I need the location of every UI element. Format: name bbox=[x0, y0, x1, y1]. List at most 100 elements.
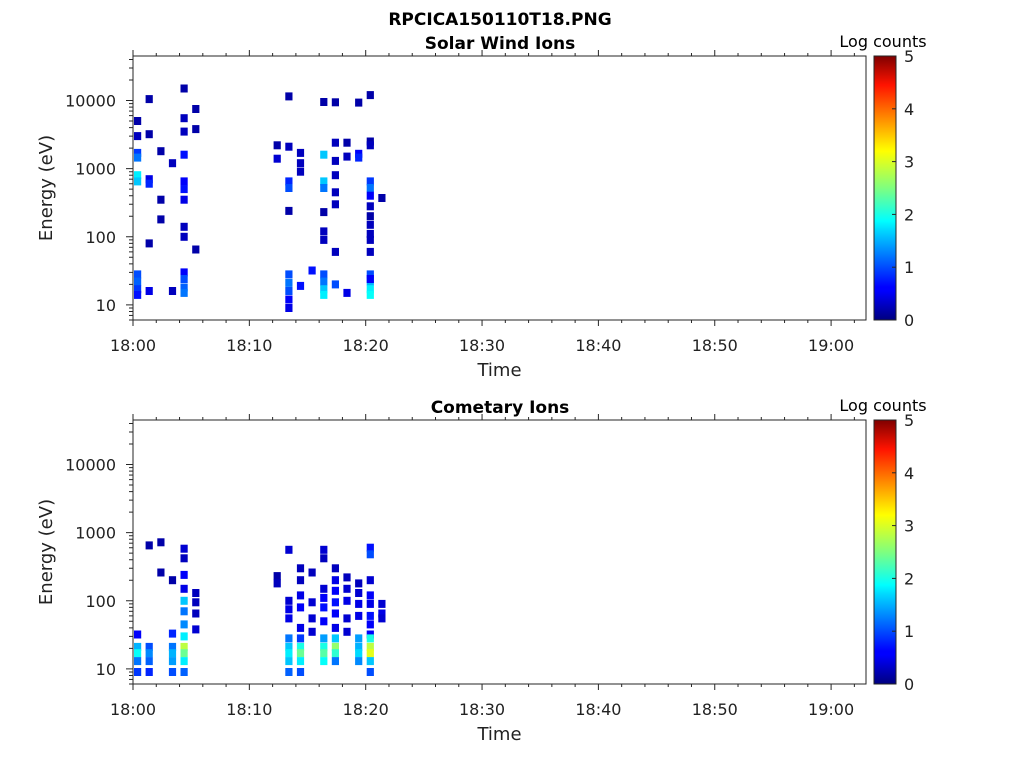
heatmap-cell bbox=[296, 657, 305, 666]
heatmap-cell bbox=[366, 576, 374, 585]
heatmap-cell bbox=[355, 611, 363, 620]
heatmap-cell bbox=[285, 270, 293, 279]
heatmap-cell bbox=[320, 649, 328, 658]
heatmap-cell bbox=[134, 171, 142, 180]
heatmap-cell bbox=[273, 572, 281, 581]
heatmap-cell bbox=[343, 138, 351, 147]
heatmap-cell bbox=[180, 84, 188, 93]
y-tick-label: 10000 bbox=[65, 456, 116, 475]
heatmap-cell bbox=[366, 290, 374, 299]
heatmap-cell bbox=[320, 634, 328, 643]
y-tick-label: 1000 bbox=[75, 160, 116, 179]
heatmap-cell bbox=[331, 586, 339, 595]
heatmap-cell bbox=[157, 147, 165, 156]
heatmap-cell bbox=[145, 649, 153, 658]
y-tick-label: 100 bbox=[85, 592, 116, 611]
heatmap-cell bbox=[134, 132, 142, 141]
heatmap-cell bbox=[355, 599, 363, 608]
heatmap-cell bbox=[296, 159, 305, 168]
heatmap-cell bbox=[134, 153, 142, 162]
heatmap-cell bbox=[320, 177, 328, 186]
heatmap-cell bbox=[320, 235, 328, 244]
heatmap-cell bbox=[378, 609, 386, 618]
heatmap-cell bbox=[320, 593, 328, 602]
heatmap-cell bbox=[180, 632, 188, 641]
x-tick-label: 18:10 bbox=[226, 336, 272, 355]
heatmap-cell bbox=[180, 596, 188, 605]
heatmap-cell bbox=[180, 554, 188, 563]
heatmap-cell bbox=[168, 649, 177, 658]
heatmap-cell bbox=[366, 247, 374, 256]
heatmap-cell bbox=[145, 130, 153, 139]
heatmap-cell bbox=[134, 285, 142, 294]
heatmap-cell bbox=[331, 609, 339, 618]
plot-frame bbox=[132, 419, 867, 685]
y-tick-label: 10 bbox=[96, 660, 116, 679]
heatmap-cell bbox=[331, 200, 339, 209]
heatmap-cell bbox=[331, 598, 339, 607]
heatmap-cell bbox=[366, 285, 374, 294]
heatmap-cell bbox=[331, 623, 339, 632]
heatmap-cell bbox=[366, 634, 374, 643]
colorbar-tick-label: 2 bbox=[904, 205, 914, 224]
heatmap-cell bbox=[331, 642, 339, 651]
figure-title: RPCICA150110T18.PNG bbox=[388, 10, 611, 30]
heatmap-cell bbox=[285, 614, 293, 623]
heatmap-cell bbox=[320, 277, 328, 286]
heatmap-cell bbox=[296, 564, 305, 573]
heatmap-cell bbox=[331, 649, 339, 658]
heatmap-cell bbox=[285, 657, 293, 666]
heatmap-cell bbox=[285, 142, 293, 151]
heatmap-cell bbox=[296, 603, 305, 612]
heatmap-cell bbox=[285, 668, 293, 676]
x-tick-label: 18:50 bbox=[692, 700, 738, 719]
heatmap-cell bbox=[180, 570, 188, 579]
heatmap-cell bbox=[180, 185, 188, 194]
heatmap-cell bbox=[331, 634, 339, 643]
panel-title: Cometary Ions bbox=[431, 398, 570, 418]
heatmap-cell bbox=[308, 598, 316, 607]
heatmap-cell bbox=[366, 649, 374, 658]
heatmap-cell bbox=[331, 247, 339, 256]
heatmap-cell bbox=[180, 150, 188, 159]
heatmap-cell bbox=[180, 268, 188, 277]
heatmap-cell bbox=[134, 117, 142, 125]
x-tick-label: 18:40 bbox=[575, 336, 621, 355]
x-tick-label: 18:00 bbox=[110, 700, 156, 719]
heatmap-cell bbox=[145, 95, 153, 104]
heatmap-cell bbox=[180, 620, 188, 629]
x-tick-label: 18:00 bbox=[110, 336, 156, 355]
heatmap-cell bbox=[320, 150, 328, 159]
x-tick-label: 18:20 bbox=[343, 336, 389, 355]
heatmap-cell bbox=[331, 98, 339, 107]
heatmap-cell bbox=[145, 287, 153, 295]
heatmap-cell bbox=[296, 668, 305, 676]
heatmap-cell bbox=[320, 184, 328, 192]
heatmap-cell bbox=[378, 194, 386, 202]
heatmap-cell bbox=[180, 127, 188, 136]
heatmap-cell bbox=[366, 275, 374, 283]
y-tick-label: 10 bbox=[96, 296, 116, 315]
x-axis: 18:00 18:10 18:20 18:30 18:40 18:50 19:00 bbox=[110, 50, 855, 355]
heatmap-cell bbox=[168, 159, 177, 168]
y-axis: 10 100 1000 10000 bbox=[65, 58, 133, 321]
heatmap-cell bbox=[180, 607, 188, 616]
heatmap-cell bbox=[180, 283, 188, 292]
heatmap-cell bbox=[180, 668, 188, 676]
heatmap-cell bbox=[320, 290, 328, 299]
colorbar-tick-label: 1 bbox=[904, 258, 914, 277]
heatmap-cell bbox=[134, 177, 142, 186]
colorbar-tick-label: 2 bbox=[904, 569, 914, 588]
colorbar-tick-label: 3 bbox=[904, 153, 914, 172]
heatmap-cell bbox=[296, 576, 305, 585]
heatmap-cell bbox=[145, 642, 153, 651]
heatmap-cell bbox=[285, 304, 293, 312]
colorbar-gradient bbox=[873, 419, 897, 685]
x-axis-label: Time bbox=[476, 360, 521, 381]
colorbar-label: Log counts bbox=[839, 32, 926, 51]
heatmap-cell bbox=[366, 220, 374, 229]
colorbar-tick-label: 1 bbox=[904, 622, 914, 641]
heatmap-cell bbox=[366, 657, 374, 666]
heatmap-cell bbox=[343, 584, 351, 593]
